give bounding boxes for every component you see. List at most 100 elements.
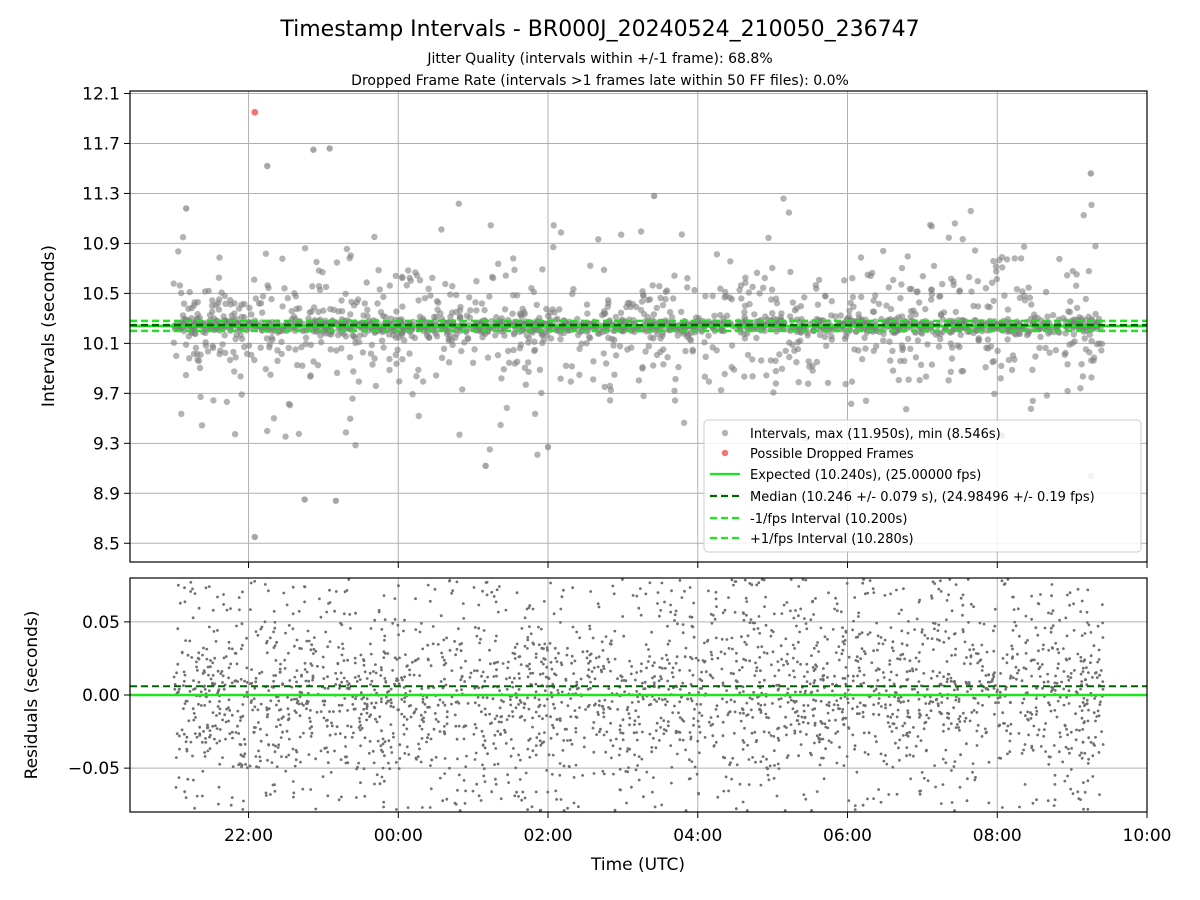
residual-point (888, 659, 892, 662)
residual-point (409, 715, 413, 719)
residual-point (359, 781, 362, 785)
interval-point (227, 301, 234, 308)
residual-point (265, 708, 269, 712)
residual-point (304, 702, 308, 705)
interval-point (1004, 336, 1011, 343)
interval-point (396, 378, 403, 385)
residual-point (872, 712, 875, 716)
residual-point (362, 663, 366, 667)
residual-point (570, 742, 574, 746)
residual-point (275, 703, 278, 707)
residual-point (630, 665, 633, 668)
residual-point (397, 584, 400, 588)
residual-point (483, 780, 487, 783)
residual-point (462, 737, 466, 741)
residual-point (252, 697, 256, 701)
interval-point (717, 387, 725, 394)
residual-point (914, 656, 918, 660)
interval-point (248, 351, 255, 359)
residual-point (588, 624, 591, 628)
interval-point (787, 268, 794, 276)
interval-point (226, 356, 234, 364)
residual-point (307, 679, 311, 683)
residual-point (905, 733, 908, 737)
residual-point (814, 597, 817, 600)
residual-point (321, 665, 325, 669)
residual-point (966, 777, 969, 781)
residual-point (843, 677, 847, 680)
residual-point (1030, 594, 1033, 598)
residual-point (1000, 579, 1004, 583)
residual-point (282, 591, 286, 595)
interval-point (1086, 331, 1094, 338)
residual-point (334, 732, 337, 736)
jitter-quality-subtitle: Jitter Quality (intervals within +/-1 fr… (426, 51, 772, 67)
residual-point (1082, 807, 1085, 811)
residual-point (526, 696, 529, 700)
residual-point (472, 586, 476, 589)
residual-point (513, 652, 517, 656)
residual-point (284, 631, 287, 635)
residual-point (652, 776, 655, 779)
residual-point (892, 682, 896, 686)
residual-point (180, 728, 184, 732)
interval-point (170, 339, 178, 346)
residual-point (545, 665, 549, 669)
residual-point (448, 649, 452, 652)
residual-point (1037, 602, 1041, 606)
residual-point (653, 675, 656, 678)
residual-point (797, 722, 801, 726)
residual-point (293, 764, 297, 768)
residual-point (738, 668, 741, 672)
interval-point (928, 361, 936, 368)
residual-point (691, 673, 695, 677)
residual-point (998, 723, 1001, 727)
residual-point (714, 597, 718, 601)
residual-point (184, 639, 188, 642)
residual-point (292, 791, 296, 795)
residual-point (994, 701, 997, 705)
residual-point (209, 665, 212, 669)
residual-point (522, 702, 526, 705)
residual-point (601, 769, 605, 773)
interval-point (601, 383, 608, 391)
interval-point (367, 350, 375, 357)
residual-point (511, 685, 515, 689)
residual-point (559, 798, 563, 801)
residual-point (635, 671, 639, 674)
residual-point (926, 637, 930, 640)
residual-point (953, 809, 956, 812)
interval-point (793, 305, 800, 312)
residual-point (182, 670, 186, 674)
interval-point (1090, 354, 1098, 361)
residual-point (748, 696, 752, 700)
interval-point (524, 359, 532, 366)
residual-point (488, 648, 491, 652)
interval-point (763, 372, 770, 379)
residual-point (358, 720, 362, 724)
residual-point (563, 727, 567, 731)
residual-point (808, 682, 812, 686)
interval-point (438, 354, 446, 361)
residual-point (358, 716, 361, 720)
residual-point (681, 623, 685, 626)
residual-point (249, 581, 253, 585)
residual-point (895, 726, 898, 730)
interval-point (521, 364, 529, 371)
residual-point (1042, 643, 1045, 647)
interval-point (832, 313, 839, 320)
residual-point (273, 644, 277, 647)
residual-point (673, 613, 677, 617)
interval-point (608, 335, 616, 343)
residual-point (692, 723, 695, 727)
residual-point (671, 666, 675, 670)
residual-point (877, 642, 881, 645)
residual-point (1013, 620, 1017, 624)
interval-point (751, 311, 758, 318)
residual-point (418, 674, 421, 677)
residual-point (203, 751, 207, 754)
residual-point (1040, 663, 1044, 666)
residual-point (660, 581, 664, 585)
residual-point (659, 726, 662, 729)
interval-point (285, 400, 293, 408)
